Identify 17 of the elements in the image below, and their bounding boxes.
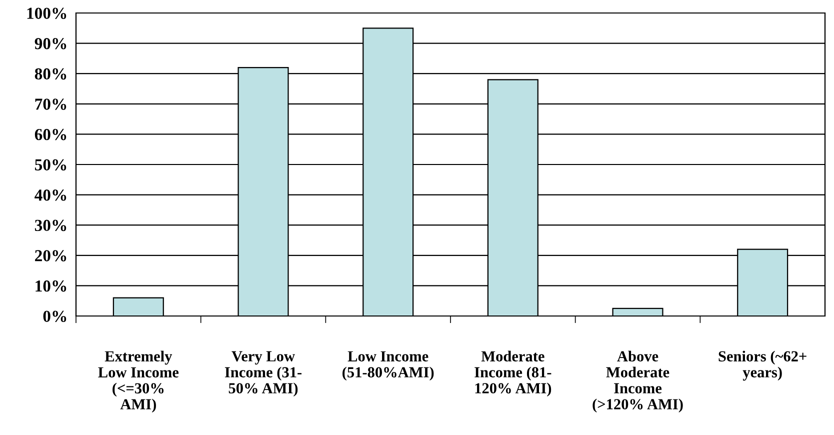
y-tick-label: 20% <box>35 250 66 262</box>
y-tick-label: 70% <box>35 98 66 110</box>
x-tick-label: Very Low Income (31- 50% AMI) <box>224 351 302 397</box>
y-tick-label: 10% <box>36 280 66 292</box>
y-tick-label: 0% <box>43 310 66 322</box>
x-tick-label: Low Income (51-80%AMI) <box>342 351 434 381</box>
y-tick-label: 80% <box>34 68 66 80</box>
x-tick-label: Seniors (~62+ years) <box>718 350 806 381</box>
y-tick-label: 100% <box>27 8 66 19</box>
y-tick-label: 50% <box>35 159 66 170</box>
x-tick-label: Above Moderate Income (>120% AMI) <box>592 350 683 413</box>
x-tick-label: Moderate Income (81- 120% AMI) <box>474 350 552 397</box>
y-tick-label: 40% <box>34 190 66 201</box>
x-tick-label: Extremely Low Income (<=30% AMI) <box>98 350 179 413</box>
y-tick-label: 60% <box>34 128 66 140</box>
y-tick-label: 30% <box>34 220 66 232</box>
y-tick-label: 90% <box>34 38 66 50</box>
